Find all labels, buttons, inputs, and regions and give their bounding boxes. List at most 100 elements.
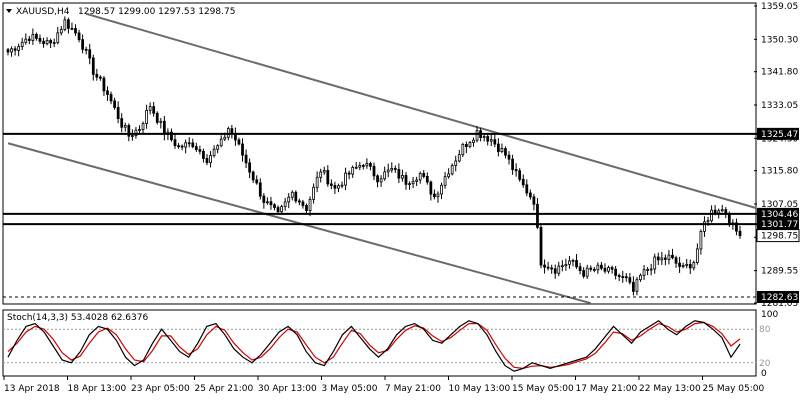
price-tick-label: 1281.05 [761,299,798,309]
candle-body [710,209,713,222]
candle-body [262,195,266,203]
candle-body [642,269,646,276]
candle-body [77,32,81,41]
candle-body [592,268,596,271]
candle-body [56,32,60,43]
candle-body [475,130,479,141]
candle-body [660,257,664,261]
candle-body [326,170,330,185]
candle-body [219,138,223,147]
candle-body [546,266,550,269]
candle-body [393,168,397,170]
candle-body [514,169,518,172]
candle-body [429,181,433,195]
candle-body [550,267,554,270]
time-tick-label: 18 Apr 13:00 [68,384,127,394]
candle-body [17,46,21,51]
candle-body [553,268,557,274]
candle-body [216,145,220,150]
symbol-label: XAUUSD,H4 [16,7,70,17]
candle-body [333,185,337,189]
candle-body [472,139,475,143]
candle-body [433,193,436,198]
candle-body [162,120,166,135]
stoch-scale-max: 100 [761,310,778,320]
candle-body [465,144,468,147]
candle-body [301,201,305,206]
candle-body [361,165,365,167]
candle-body [738,230,742,237]
candle-body [88,49,92,59]
candle-body [13,48,17,51]
candle-body [24,38,28,43]
candle-body [408,183,411,186]
candle-body [379,178,383,183]
candle-body [116,107,120,120]
price-tick-label: 1307.05 [761,200,798,210]
candle-body [397,168,401,179]
candle-body [109,94,113,102]
candle-body [376,175,379,183]
price-tick-label: 1289.55 [761,267,798,277]
candle-body [340,184,344,187]
candle-body [159,120,163,123]
candle-body [102,77,106,92]
candle-body [440,184,443,195]
price-tick-label: 1341.80 [761,68,798,78]
candle-body [45,40,49,45]
candle-body [511,158,514,170]
candle-body [404,175,408,185]
candle-body [703,221,706,232]
candle-body [372,165,376,177]
candle-body [273,204,276,208]
stoch-level-label: 20 [759,359,771,369]
candle-body [145,109,148,124]
candle-body [720,209,724,212]
candle-body [209,155,212,164]
candle-body [170,131,173,141]
candle-body [308,199,312,212]
candle-body [610,267,614,270]
candle-body [20,41,24,48]
candle-body [575,260,578,268]
candle-body [685,263,689,266]
candle-body [568,260,571,265]
level-tag-label: 1301.77 [761,220,798,230]
candle-body [639,274,642,281]
candle-body [653,256,657,270]
candle-body [717,210,721,214]
time-tick-label: 22 May 13:00 [639,384,701,394]
candle-body [27,38,31,41]
candle-body [596,264,600,271]
candle-body [727,213,731,225]
candle-body [706,220,710,223]
candle-body [447,173,450,178]
candle-body [681,265,685,267]
stoch-k-line [7,320,741,372]
candle-body [539,226,543,266]
ohlc-label: 1298.57 1299.00 1297.53 1298.75 [78,7,235,17]
candle-body [205,158,209,164]
candle-body [603,267,607,272]
candle-body [667,254,671,260]
candle-body [127,125,131,137]
dropdown-triangle-icon [6,9,12,13]
candle-body [134,129,138,136]
price-tick-label: 1333.05 [761,101,798,111]
candle-body [482,136,486,138]
candle-body [664,257,667,260]
candle-body [496,143,500,152]
candle-body [695,248,699,263]
stoch-d-line [7,321,741,370]
candle-body [621,276,625,278]
candle-body [735,222,738,232]
levels-layer [3,132,757,298]
candle-body [536,203,539,228]
candle-body [180,145,184,148]
candle-body [358,165,362,168]
candle-body [10,48,13,53]
candle-body [486,136,490,142]
time-axis: 13 Apr 2018 18 Apr 13:00 23 Apr 05:00 25 Ap… [3,376,764,394]
